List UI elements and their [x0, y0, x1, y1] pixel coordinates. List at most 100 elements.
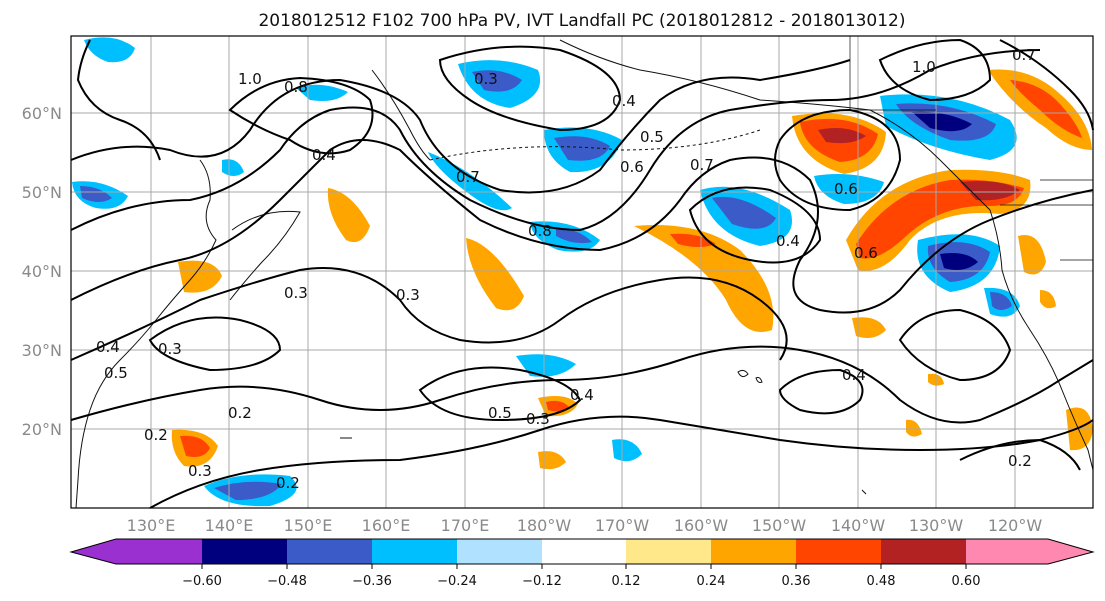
- colorbar-tick-label: 0.36: [782, 574, 811, 589]
- dark-blue-anomaly-fill: [712, 196, 776, 229]
- north-america-coastline: [989, 209, 1094, 471]
- colorbar-segment: [542, 539, 626, 564]
- contour-label: 0.3: [158, 340, 182, 358]
- asia-coastline: [75, 159, 217, 509]
- navy-anomaly-fill: [912, 111, 972, 132]
- contour-line: [898, 308, 1012, 382]
- orange-anomaly-fill: [1040, 290, 1056, 309]
- colorbar-tick-label: −0.36: [352, 574, 392, 589]
- contour-label: 0.7: [1012, 46, 1036, 64]
- contour-lines: [70, 38, 1094, 509]
- lat-label: 50°N: [22, 183, 62, 202]
- contour-line: [70, 267, 788, 361]
- contour-line: [959, 438, 1081, 471]
- dark-blue-anomaly-fill: [990, 292, 1012, 310]
- colorbar-outline: [69, 538, 1095, 565]
- contour-label: 0.6: [834, 180, 858, 198]
- contour-label: 0.7: [690, 156, 714, 174]
- contour-label: 0.2: [228, 404, 252, 422]
- lon-label: 140°E: [205, 516, 254, 535]
- lon-label: 150°W: [752, 516, 807, 535]
- contour-label: 0.5: [640, 128, 664, 146]
- graticule: [71, 36, 1093, 508]
- lon-label: 130°E: [127, 516, 176, 535]
- blue-anomaly-fill: [516, 354, 576, 377]
- dark-blue-anomaly-fill: [472, 70, 522, 92]
- lon-label: 170°E: [441, 516, 490, 535]
- north-america-borders: [849, 36, 1093, 261]
- contour-line: [70, 345, 1094, 424]
- contour-line: [149, 415, 1094, 509]
- orange-anomaly-fill: [178, 260, 222, 293]
- lon-label: 160°E: [362, 516, 411, 535]
- colorbar-segment: [116, 539, 202, 564]
- blue-anomaly-fill: [296, 84, 348, 101]
- colorbar-segment: [626, 539, 711, 564]
- contour-line: [878, 38, 992, 102]
- colorbar-segment: [711, 539, 796, 564]
- contour-line: [688, 186, 822, 264]
- orange-anomaly-fill: [327, 188, 370, 243]
- orange-red-anomaly-fill: [180, 435, 210, 457]
- contour-label: 0.3: [188, 462, 212, 480]
- contour-label: 0.4: [96, 338, 120, 356]
- contour-label: 1.0: [238, 70, 262, 88]
- kamchatka-coastline: [371, 69, 431, 161]
- orange-anomaly-fill: [1018, 235, 1046, 275]
- contour-label: 0.4: [612, 92, 636, 110]
- contour-line: [774, 108, 902, 212]
- orange-red-anomaly-fill: [670, 233, 716, 247]
- coastlines: [75, 36, 1094, 509]
- orange-anomaly-fill: [634, 225, 774, 332]
- dark-blue-anomaly-fill: [214, 481, 282, 500]
- colorbar-tick-label: 0.12: [612, 574, 641, 589]
- hawaii-islands: [737, 369, 763, 383]
- dark-blue-anomaly-fill: [556, 228, 592, 244]
- contour-line: [70, 59, 851, 194]
- map-panel: 1.0 0.8 0.4 0.3 0.7 0.5 0.6 0.7 0.4 0.6 …: [70, 35, 1094, 509]
- contour-labels: 1.0 0.8 0.4 0.3 0.7 0.5 0.6 0.7 0.4 0.6 …: [96, 46, 1036, 492]
- contour-label: 0.6: [854, 244, 878, 262]
- contour-label: 0.4: [776, 232, 800, 250]
- contour-line: [70, 49, 1041, 232]
- lat-label: 60°N: [22, 104, 62, 123]
- contour-label: 0.5: [488, 404, 512, 422]
- lat-label: 40°N: [22, 262, 62, 281]
- contour-label: 0.4: [312, 146, 336, 164]
- colorbar-tick-label: 0.24: [697, 574, 726, 589]
- map-title: 2018012512 F102 700 hPa PV, IVT Landfall…: [258, 11, 905, 31]
- contour-label: 1.0: [912, 58, 936, 76]
- contour-label: 0.2: [276, 474, 300, 492]
- colorbar-segment: [796, 539, 881, 564]
- lon-label: 120°W: [988, 516, 1043, 535]
- map-frame: [70, 35, 1094, 509]
- contour-label: 0.3: [474, 70, 498, 88]
- dark-blue-anomaly-fill: [554, 136, 610, 161]
- contour-line: [228, 76, 374, 155]
- contour-label: 0.3: [526, 410, 550, 428]
- contour-label: 0.6: [620, 158, 644, 176]
- colorbar-segment: [202, 539, 287, 564]
- lon-label: 160°W: [674, 516, 729, 535]
- dark-red-anomaly-fill: [818, 128, 866, 144]
- lon-label: 150°E: [284, 516, 333, 535]
- colorbar-segment: [966, 539, 1048, 564]
- orange-anomaly-fill: [906, 419, 922, 437]
- lon-label: 130°W: [909, 516, 964, 535]
- colorbar-segment: [71, 539, 117, 564]
- contour-label: 0.8: [284, 78, 308, 96]
- colorbar-segment: [372, 539, 457, 564]
- colorbar-segment: [1047, 539, 1093, 564]
- blue-anomaly-fill: [84, 37, 135, 63]
- contour-line: [418, 366, 582, 422]
- contour-label: 0.4: [570, 386, 594, 404]
- japan-coastline: [229, 210, 301, 301]
- contour-line: [438, 45, 622, 132]
- contour-line: [148, 316, 282, 372]
- pacific-island-marks: [340, 437, 867, 495]
- contour-label: 0.5: [104, 364, 128, 382]
- colorbar-segment: [457, 539, 542, 564]
- navy-anomaly-fill: [940, 253, 978, 270]
- contour-label: 0.4: [842, 366, 866, 384]
- contour-label: 0.3: [284, 284, 308, 302]
